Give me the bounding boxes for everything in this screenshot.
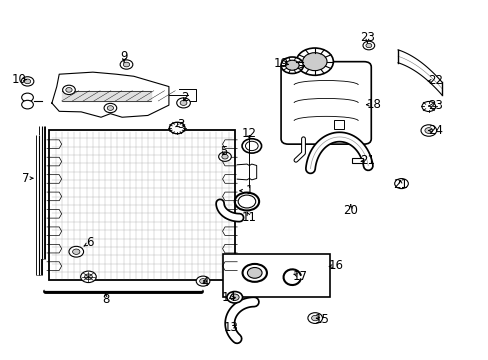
FancyBboxPatch shape <box>281 62 370 144</box>
Circle shape <box>238 195 255 208</box>
Circle shape <box>107 106 113 111</box>
Circle shape <box>218 152 231 161</box>
Circle shape <box>242 264 266 282</box>
Bar <box>49 130 234 280</box>
Text: 21: 21 <box>359 154 374 167</box>
Bar <box>351 158 362 163</box>
Circle shape <box>226 292 242 303</box>
Circle shape <box>362 41 374 50</box>
Text: 1: 1 <box>245 184 253 197</box>
Text: 23: 23 <box>427 99 442 112</box>
Circle shape <box>73 249 80 255</box>
Circle shape <box>81 271 96 283</box>
Circle shape <box>21 100 33 109</box>
Circle shape <box>424 128 432 134</box>
Text: 7: 7 <box>22 172 30 185</box>
Circle shape <box>285 60 299 70</box>
Text: 11: 11 <box>242 211 256 224</box>
Text: 12: 12 <box>242 127 256 140</box>
Circle shape <box>420 125 436 136</box>
Text: 14: 14 <box>221 291 236 304</box>
Polygon shape <box>61 91 151 101</box>
Text: 8: 8 <box>102 293 109 306</box>
Circle shape <box>169 122 184 134</box>
Bar <box>222 253 329 297</box>
Circle shape <box>69 246 83 257</box>
Circle shape <box>21 93 33 102</box>
Circle shape <box>302 53 326 71</box>
Circle shape <box>230 294 239 301</box>
Circle shape <box>307 313 322 323</box>
Bar <box>333 120 344 129</box>
Circle shape <box>21 77 34 86</box>
Circle shape <box>104 103 117 113</box>
Circle shape <box>281 57 303 73</box>
Circle shape <box>199 279 206 284</box>
Text: 20: 20 <box>343 204 358 217</box>
Text: 19: 19 <box>273 57 288 70</box>
Circle shape <box>365 43 371 48</box>
Text: 17: 17 <box>292 270 307 283</box>
Circle shape <box>24 79 31 84</box>
Circle shape <box>176 98 190 108</box>
Text: 6: 6 <box>85 236 93 249</box>
Polygon shape <box>178 89 195 101</box>
Text: 18: 18 <box>366 98 380 111</box>
Text: 22: 22 <box>427 74 442 87</box>
Circle shape <box>196 276 209 286</box>
Circle shape <box>66 87 72 92</box>
Polygon shape <box>237 164 256 180</box>
Text: 13: 13 <box>223 321 238 334</box>
Circle shape <box>123 62 129 67</box>
Circle shape <box>247 267 262 278</box>
Text: 2: 2 <box>181 91 188 104</box>
Circle shape <box>84 274 92 280</box>
Text: 9: 9 <box>120 50 127 63</box>
Circle shape <box>222 154 228 159</box>
Text: 24: 24 <box>427 124 442 137</box>
Text: 3: 3 <box>177 118 184 131</box>
Circle shape <box>394 179 407 189</box>
Polygon shape <box>52 72 168 117</box>
Circle shape <box>120 60 133 69</box>
Circle shape <box>311 315 318 321</box>
Text: 16: 16 <box>328 259 343 272</box>
Circle shape <box>421 102 435 112</box>
Text: 15: 15 <box>314 312 329 326</box>
Circle shape <box>180 100 186 105</box>
Text: 21: 21 <box>392 178 407 191</box>
Circle shape <box>296 48 333 75</box>
Circle shape <box>245 141 258 150</box>
Text: 10: 10 <box>11 73 26 86</box>
Text: 4: 4 <box>202 276 209 289</box>
Text: 23: 23 <box>359 31 374 44</box>
Text: 5: 5 <box>220 145 227 158</box>
Circle shape <box>62 85 75 95</box>
